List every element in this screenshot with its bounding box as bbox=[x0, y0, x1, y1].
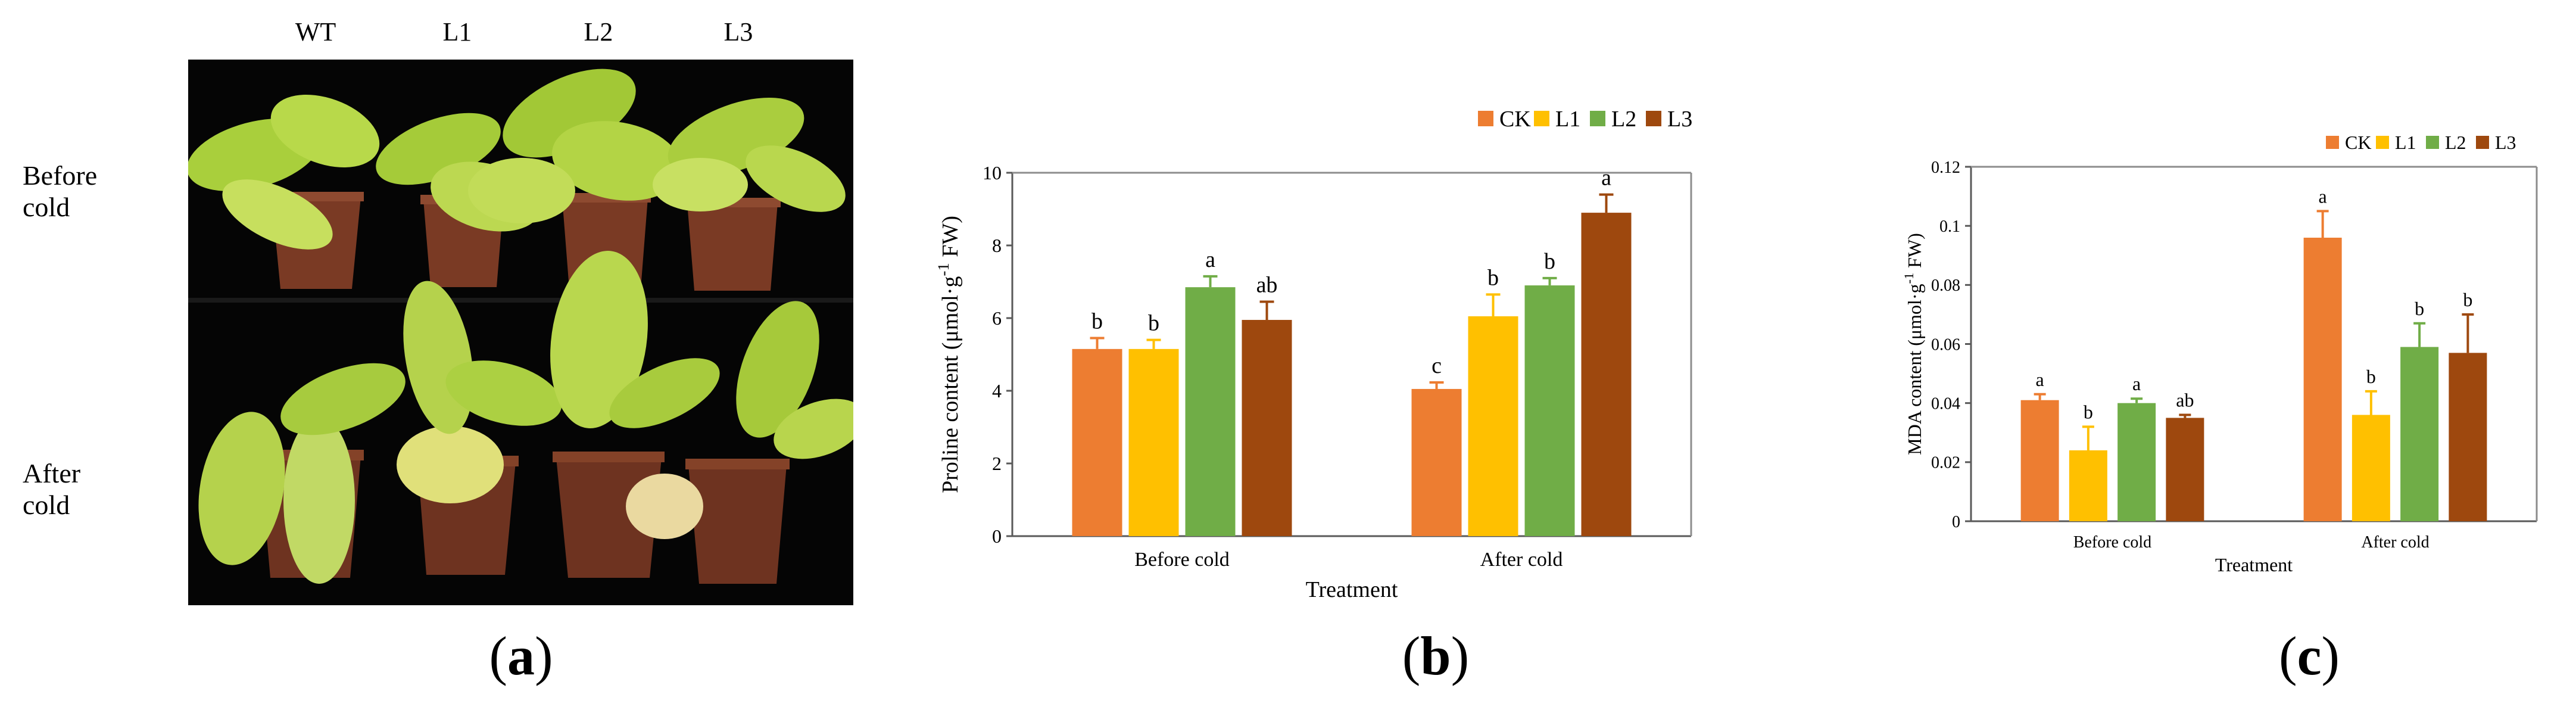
significance-letter: b bbox=[1544, 249, 1555, 274]
panel-b-label: (b) bbox=[1402, 625, 1470, 686]
y-tick-label: 0.02 bbox=[1931, 454, 1960, 472]
significance-letter: b bbox=[1148, 311, 1159, 336]
legend-swatch-l1 bbox=[1534, 111, 1549, 126]
legend-label-l2: L2 bbox=[1611, 107, 1636, 132]
y-tick-label: 10 bbox=[983, 162, 1002, 183]
bar-l2-1 bbox=[2400, 347, 2439, 521]
legend-swatch-l2 bbox=[2426, 136, 2439, 149]
bar-l3-0 bbox=[1242, 320, 1292, 536]
bar-ck-0 bbox=[2020, 400, 2059, 521]
row-label-after-cold: After cold bbox=[23, 458, 81, 520]
bar-l2-1 bbox=[1524, 285, 1575, 536]
significance-letter: c bbox=[1432, 353, 1442, 378]
row-label-before-cold: Before cold bbox=[23, 160, 98, 222]
legend-label-l1: L1 bbox=[1555, 107, 1580, 132]
legend-label-ck: CK bbox=[2345, 132, 2371, 153]
significance-letter: a bbox=[2319, 185, 2327, 207]
y-tick-label: 4 bbox=[992, 380, 1002, 401]
bar-ck-1 bbox=[2303, 238, 2342, 521]
column-label-l3: L3 bbox=[723, 17, 753, 46]
y-axis-label-end: FW) bbox=[938, 216, 963, 263]
pot-bottom-l3 bbox=[685, 459, 790, 584]
x-tick-label: Before cold bbox=[1134, 549, 1230, 571]
bar-l1-1 bbox=[1468, 316, 1518, 536]
legend-label-ck: CK bbox=[1499, 107, 1531, 132]
y-axis-label-main: MDA content (μmol·g bbox=[1904, 284, 1925, 455]
panel-c-label: (c) bbox=[2278, 625, 2340, 686]
significance-letter: b bbox=[2084, 401, 2093, 422]
panel-b: 0 2 4 6 8 10 Proline content (μmol·g-1 FW) b b a a… bbox=[929, 89, 1727, 628]
bar-l3-0 bbox=[2166, 418, 2204, 521]
legend-swatch-l2 bbox=[1590, 111, 1605, 126]
y-tick-label: 0 bbox=[1952, 513, 1960, 531]
legend-swatch-l1 bbox=[2376, 136, 2389, 149]
mda-chart: 0 0.02 0.04 0.06 0.08 0.1 0.12 MDA content (μmo… bbox=[1901, 132, 2538, 575]
significance-letter: a bbox=[2036, 369, 2044, 390]
column-label-l1: L1 bbox=[442, 17, 472, 46]
bar-l2-0 bbox=[1185, 287, 1236, 536]
legend-label-l2: L2 bbox=[2445, 132, 2466, 153]
panel-c: 0 0.02 0.04 0.06 0.08 0.1 0.12 MDA content (μmo… bbox=[1888, 119, 2566, 599]
bar-l3-1 bbox=[1581, 213, 1632, 537]
significance-letter: a bbox=[1601, 166, 1611, 191]
plant-photo-illustration bbox=[188, 60, 853, 605]
significance-letter: b bbox=[2366, 366, 2376, 387]
column-label-wt: WT bbox=[295, 17, 336, 46]
bar-l1-0 bbox=[1128, 348, 1179, 536]
y-tick-label: 0.04 bbox=[1931, 394, 1960, 413]
significance-letter: b bbox=[1487, 265, 1499, 290]
legend-swatch-l3 bbox=[2476, 136, 2489, 149]
significance-letter: a bbox=[1205, 247, 1215, 272]
x-axis-label: Treatment bbox=[1306, 577, 1398, 602]
plant-photo bbox=[188, 60, 853, 605]
significance-letter: ab bbox=[1256, 273, 1278, 298]
significance-letter: b bbox=[2463, 289, 2472, 310]
x-tick-label: Before cold bbox=[2073, 533, 2151, 552]
y-tick-label: 8 bbox=[992, 235, 1002, 256]
y-tick-label: 6 bbox=[992, 307, 1002, 329]
x-axis-label: Treatment bbox=[2215, 554, 2293, 575]
y-tick-label: 0.12 bbox=[1931, 158, 1960, 177]
bar-l3-1 bbox=[2449, 353, 2487, 521]
bar-l2-0 bbox=[2117, 403, 2156, 521]
bar-l1-1 bbox=[2352, 415, 2390, 521]
legend-label-l3: L3 bbox=[1667, 107, 1692, 132]
y-axis-label-sup: -1 bbox=[1901, 273, 1916, 284]
x-tick-label: After cold bbox=[2361, 533, 2429, 552]
bar-ck-1 bbox=[1411, 388, 1462, 536]
legend-label-l1: L1 bbox=[2395, 132, 2416, 153]
y-tick-label: 0.08 bbox=[1931, 276, 1960, 295]
legend-swatch-l3 bbox=[1646, 111, 1661, 126]
x-tick-label: After cold bbox=[1480, 549, 1563, 571]
y-axis-label: MDA content (μmol·g-1 FW) bbox=[1901, 233, 1925, 455]
significance-letter: b bbox=[1091, 309, 1103, 334]
y-axis-label-end: FW) bbox=[1904, 233, 1925, 273]
y-tick-label: 2 bbox=[992, 453, 1002, 474]
legend-label-l3: L3 bbox=[2495, 132, 2516, 153]
significance-letter: a bbox=[2132, 373, 2141, 394]
y-tick-label: 0 bbox=[992, 525, 1002, 547]
y-tick-label: 0.1 bbox=[1939, 217, 1960, 236]
bar-l1-0 bbox=[2069, 450, 2107, 521]
y-axis-label-sup: -1 bbox=[934, 263, 952, 276]
legend-swatch-ck bbox=[2326, 136, 2339, 149]
y-axis-label: Proline content (μmol·g-1 FW) bbox=[934, 216, 963, 493]
y-axis-label-main: Proline content (μmol·g bbox=[938, 276, 963, 493]
significance-letter: b bbox=[2415, 298, 2424, 319]
column-label-l2: L2 bbox=[584, 17, 613, 46]
bar-ck-0 bbox=[1072, 348, 1122, 536]
y-tick-label: 0.06 bbox=[1931, 335, 1960, 354]
significance-letter: ab bbox=[2176, 390, 2194, 411]
pot-top-l3 bbox=[684, 198, 781, 291]
proline-chart: 0 2 4 6 8 10 Proline content (μmol·g-1 FW) b b a a… bbox=[934, 107, 1692, 602]
legend-swatch-ck bbox=[1478, 111, 1493, 126]
panel-a-label: (a) bbox=[489, 625, 553, 686]
